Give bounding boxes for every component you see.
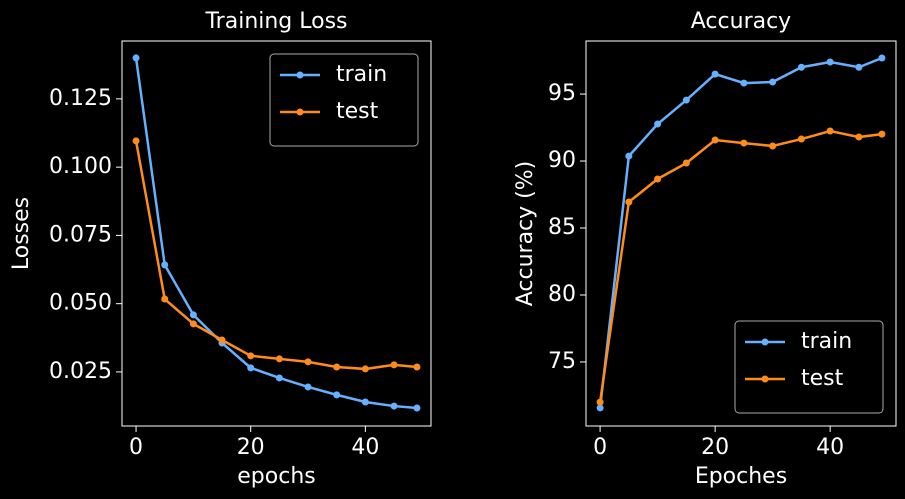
point: [682, 159, 690, 167]
point: [740, 139, 748, 147]
axes-frame: [585, 40, 897, 427]
point: [413, 404, 421, 412]
point: [161, 295, 169, 303]
y-tick-label: 0.125: [49, 86, 112, 111]
point: [654, 175, 662, 183]
x-tick-label: 20: [701, 435, 729, 460]
x-tick-label: 0: [129, 435, 143, 460]
point: [625, 152, 633, 160]
point: [625, 198, 633, 206]
x-tick-label: 40: [816, 435, 844, 460]
y-tick-label: 85: [548, 215, 576, 240]
y-tick-label: 95: [548, 81, 576, 106]
point: [189, 320, 197, 328]
x-tick-label: 20: [237, 435, 265, 460]
point: [826, 127, 834, 135]
y-tick-label: 0.100: [49, 154, 112, 179]
point: [797, 63, 805, 71]
point: [275, 355, 283, 363]
y-tick-label: 80: [548, 282, 576, 307]
series-line: [134, 140, 418, 371]
point: [855, 133, 863, 141]
legend: train test: [269, 53, 419, 147]
point: [275, 374, 283, 382]
point: [596, 398, 604, 406]
point: [711, 136, 719, 144]
point: [797, 135, 805, 143]
point: [361, 365, 369, 373]
x-axis-label: Epoches: [695, 464, 787, 489]
point: [855, 63, 863, 71]
x-tick-label: 40: [351, 435, 379, 460]
point: [740, 79, 748, 87]
point: [132, 137, 140, 145]
point: [247, 352, 255, 360]
point: [413, 363, 421, 371]
point: [132, 54, 140, 62]
point: [304, 383, 312, 391]
point: [333, 363, 341, 371]
legend-label: train: [336, 62, 387, 87]
legend-label: train: [801, 329, 852, 354]
point: [304, 358, 312, 366]
point: [682, 96, 690, 104]
point: [878, 130, 886, 138]
point: [769, 78, 777, 86]
point: [361, 398, 369, 406]
legend: train test: [734, 320, 884, 414]
legend-frame: [269, 53, 419, 147]
y-tick-label: 0.075: [49, 222, 112, 247]
point: [189, 311, 197, 319]
point: [333, 391, 341, 399]
point: [247, 364, 255, 372]
y-tick-label: 90: [548, 148, 576, 173]
x-axis-label: epochs: [237, 464, 315, 489]
point: [654, 120, 662, 128]
x-tick-label: 0: [593, 435, 607, 460]
point: [161, 261, 169, 269]
legend-marker: [296, 108, 304, 116]
y-tick-label: 0.050: [49, 291, 112, 316]
y-axis-label: Accuracy (%): [513, 161, 538, 307]
axes-frame: [121, 40, 432, 427]
point: [878, 54, 886, 62]
point: [390, 402, 398, 410]
legend-frame: [734, 320, 884, 414]
legend-marker: [761, 375, 769, 383]
point: [390, 361, 398, 369]
point: [711, 70, 719, 78]
legend-marker: [761, 338, 769, 346]
legend-label: test: [801, 366, 844, 391]
y-tick-label: 0.025: [49, 359, 112, 384]
legend-marker: [296, 71, 304, 79]
point: [769, 142, 777, 150]
point: [826, 58, 834, 66]
chart-title: Accuracy: [691, 9, 791, 34]
y-axis-label: Losses: [9, 197, 34, 270]
point: [218, 336, 226, 344]
point: [596, 404, 604, 412]
legend-label: test: [336, 99, 379, 124]
chart-title: Training Loss: [204, 9, 347, 34]
y-tick-label: 75: [548, 349, 576, 374]
